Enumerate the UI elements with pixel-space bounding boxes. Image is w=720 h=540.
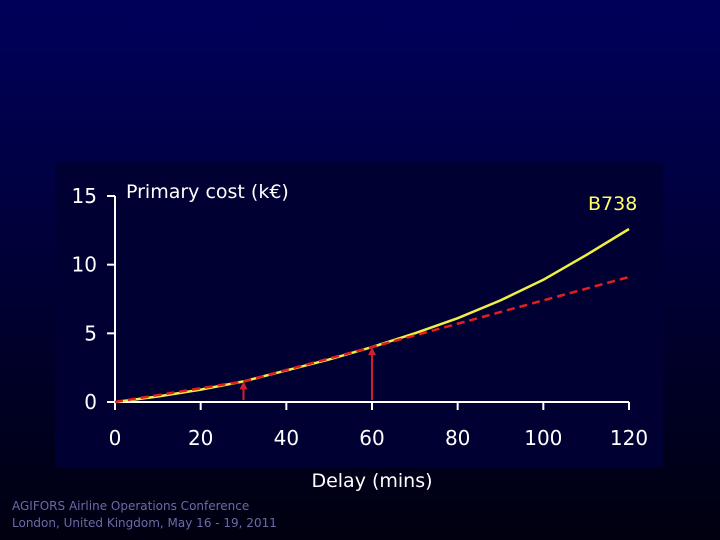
marker-arrowhead [239,381,248,390]
y-tick-label: 0 [84,390,97,414]
x-tick-label: 0 [109,426,122,450]
footer-line-2: London, United Kingdom, May 16 - 19, 201… [12,516,277,530]
chart-plot-area [55,162,663,468]
x-tick-label: 60 [359,426,384,450]
y-tick-label: 10 [72,253,97,277]
footer-line-1: AGIFORS Airline Operations Conference [12,499,250,513]
x-tick-label: 20 [188,426,213,450]
x-tick-label: 120 [610,426,648,450]
marker-arrowhead [368,347,376,356]
y-tick-label: 5 [84,321,97,345]
x-tick-label: 40 [274,426,299,450]
x-axis-label: Delay (mins) [311,470,432,492]
footer: AGIFORS Airline Operations Conference Lo… [12,498,277,532]
dashed-tangent-line [114,275,630,404]
x-tick-label: 80 [445,426,470,450]
y-axis-label: Primary cost (k€) [126,181,289,203]
x-tick-label: 100 [524,426,562,450]
series-label-b738: B738 [588,193,637,215]
y-tick-label: 15 [72,184,97,208]
